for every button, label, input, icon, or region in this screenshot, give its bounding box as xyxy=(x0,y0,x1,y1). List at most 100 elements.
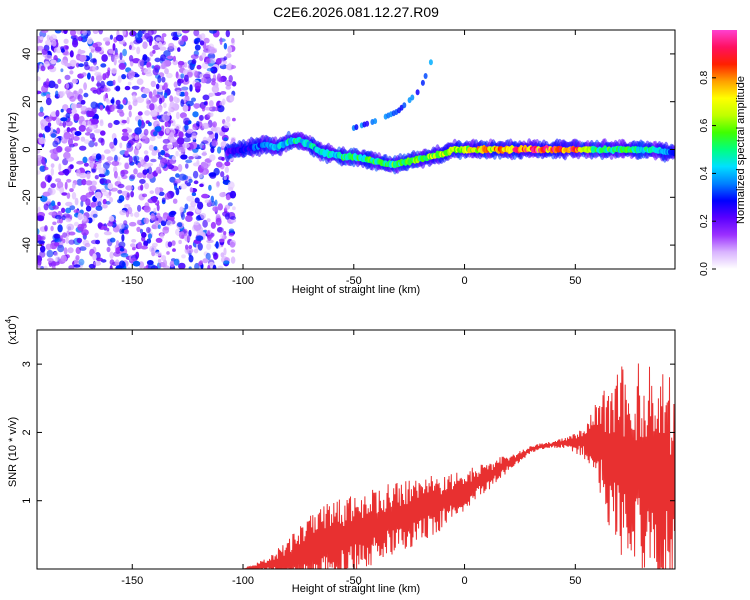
noise-speck xyxy=(51,266,56,269)
noise-speck xyxy=(184,91,189,97)
noise-speck xyxy=(76,62,80,68)
noise-speck xyxy=(173,258,180,266)
y-tick-label: 40 xyxy=(21,48,33,60)
noise-speck xyxy=(155,37,162,42)
noise-speck xyxy=(80,105,88,112)
noise-speck xyxy=(61,207,66,213)
noise-speck xyxy=(211,140,218,147)
noise-speck xyxy=(37,215,45,221)
noise-speck xyxy=(38,137,46,145)
noise-speck xyxy=(188,229,192,237)
noise-speck xyxy=(113,120,120,125)
noise-speck xyxy=(61,192,68,196)
noise-speck xyxy=(149,103,155,111)
noise-speck xyxy=(130,212,134,217)
noise-speck xyxy=(78,63,84,68)
noise-speck xyxy=(199,212,207,219)
noise-speck xyxy=(91,118,99,125)
noise-speck xyxy=(141,135,149,144)
noise-speck xyxy=(124,204,131,208)
noise-speck xyxy=(124,150,129,156)
noise-speck xyxy=(189,187,194,193)
noise-speck xyxy=(148,91,153,99)
noise-speck xyxy=(160,54,167,62)
noise-speck xyxy=(214,82,219,89)
noise-speck xyxy=(42,191,51,197)
noise-speck xyxy=(81,72,87,77)
noise-speck xyxy=(44,225,48,232)
noise-speck xyxy=(73,209,79,214)
noise-speck xyxy=(166,251,170,255)
y-tick-label: 2 xyxy=(21,429,33,435)
noise-speck xyxy=(121,74,127,80)
noise-speck xyxy=(142,54,148,61)
noise-speck xyxy=(106,80,115,87)
noise-speck xyxy=(94,175,99,180)
noise-speck xyxy=(188,245,193,249)
noise-speck xyxy=(106,156,114,162)
colorbar-tick-label: 0.6 xyxy=(699,118,710,132)
noise-speck xyxy=(80,136,86,142)
noise-speck xyxy=(121,119,128,124)
noise-speck xyxy=(113,57,117,66)
noise-speck xyxy=(177,222,183,228)
noise-speck xyxy=(69,95,76,102)
noise-speck xyxy=(40,195,48,202)
noise-speck xyxy=(50,133,57,138)
noise-speck xyxy=(85,132,91,136)
noise-speck xyxy=(46,34,51,41)
x-tick-label: -150 xyxy=(121,275,143,287)
noise-speck xyxy=(189,84,193,92)
snr-scale-prefix: (x10 xyxy=(7,323,19,344)
noise-speck xyxy=(53,242,60,247)
noise-speck xyxy=(144,110,151,116)
noise-speck xyxy=(193,221,200,226)
noise-speck xyxy=(158,191,165,196)
y-tick-label: 0 xyxy=(21,146,33,152)
noise-speck xyxy=(223,260,230,265)
noise-speck xyxy=(127,70,136,79)
noise-speck xyxy=(137,162,142,168)
noise-speck xyxy=(54,214,62,220)
colorbar-label: Normalized spectral amplitude xyxy=(735,76,747,224)
noise-speck xyxy=(96,80,101,89)
noise-speck xyxy=(195,235,204,242)
x-tick-label: 0 xyxy=(461,275,467,287)
noise-speck xyxy=(216,227,224,233)
noise-speck xyxy=(203,37,210,44)
noise-speck xyxy=(172,36,179,41)
noise-speck xyxy=(132,58,141,64)
noise-speck xyxy=(83,82,87,91)
noise-speck xyxy=(66,156,75,162)
noise-speck xyxy=(109,34,113,40)
noise-speck xyxy=(201,61,209,70)
noise-speck xyxy=(71,192,77,200)
noise-speck xyxy=(178,131,184,138)
noise-speck xyxy=(161,255,167,262)
noise-speck xyxy=(212,74,217,83)
noise-speck xyxy=(65,236,69,244)
noise-speck xyxy=(143,217,150,224)
noise-speck xyxy=(68,239,75,245)
noise-speck xyxy=(83,139,90,145)
noise-speck xyxy=(175,150,179,157)
streak-speck xyxy=(402,102,407,109)
noise-speck xyxy=(160,220,167,227)
noise-speck xyxy=(119,210,127,216)
noise-speck xyxy=(75,103,83,109)
noise-speck xyxy=(44,125,51,133)
noise-speck xyxy=(44,166,49,171)
noise-speck xyxy=(136,46,141,55)
spectrogram-marks xyxy=(37,30,675,269)
noise-speck xyxy=(175,173,180,178)
noise-speck xyxy=(148,144,154,151)
noise-speck xyxy=(207,230,211,239)
noise-speck xyxy=(197,201,204,210)
noise-speck xyxy=(221,156,225,161)
noise-speck xyxy=(102,204,108,209)
noise-speck xyxy=(37,259,42,266)
noise-speck xyxy=(146,62,151,68)
noise-speck xyxy=(190,200,197,208)
noise-speck xyxy=(180,183,188,190)
noise-speck xyxy=(71,103,77,110)
